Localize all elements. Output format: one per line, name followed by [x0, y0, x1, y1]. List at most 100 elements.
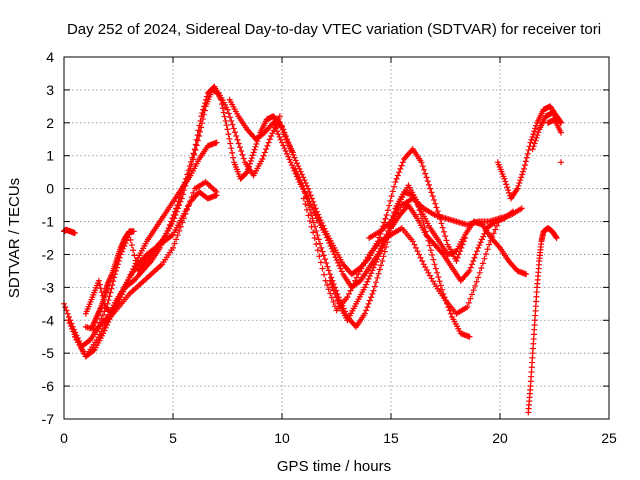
- data-point: [307, 218, 314, 225]
- data-point: [429, 193, 436, 200]
- data-point: [529, 146, 536, 153]
- data-point: [238, 148, 245, 155]
- data-point: [196, 132, 203, 139]
- data-point: [534, 132, 541, 139]
- data-point: [437, 282, 444, 289]
- data-point: [197, 128, 204, 135]
- data-point: [376, 266, 383, 273]
- data-point: [199, 116, 206, 123]
- data-point: [192, 141, 199, 148]
- data-point: [464, 304, 471, 311]
- data-point: [419, 163, 426, 170]
- data-point: [553, 234, 560, 241]
- data-point: [226, 135, 233, 142]
- data-point: [519, 171, 526, 178]
- data-point: [192, 147, 199, 154]
- data-point: [101, 300, 108, 307]
- data-point: [477, 239, 484, 246]
- series-track-13: [366, 195, 525, 241]
- data-point: [489, 234, 496, 241]
- data-point: [472, 282, 479, 289]
- data-point: [394, 172, 401, 179]
- data-point: [365, 300, 372, 307]
- data-point: [324, 263, 331, 270]
- data-point: [443, 237, 450, 244]
- data-point: [425, 181, 432, 188]
- data-point: [287, 159, 294, 166]
- data-point: [288, 148, 295, 155]
- data-point: [287, 146, 294, 153]
- data-point: [331, 290, 338, 297]
- data-point: [314, 247, 321, 254]
- data-point: [482, 227, 489, 234]
- data-point: [308, 223, 315, 230]
- data-point: [466, 267, 473, 274]
- data-point: [130, 247, 137, 254]
- data-point: [336, 262, 343, 269]
- data-point: [381, 248, 388, 255]
- grid-lines: [64, 57, 609, 419]
- data-point: [531, 140, 538, 147]
- data-point: [432, 265, 439, 272]
- data-point: [280, 142, 287, 149]
- data-point: [369, 290, 376, 297]
- data-point: [426, 242, 433, 249]
- data-point: [375, 270, 382, 277]
- x-tick-label: 20: [492, 430, 508, 446]
- data-point: [481, 255, 488, 262]
- data-point: [321, 256, 328, 263]
- data-point: [476, 242, 483, 249]
- series-track-2: [61, 83, 296, 350]
- data-point: [176, 227, 183, 234]
- data-point: [325, 237, 332, 244]
- data-point: [213, 139, 220, 146]
- data-point: [219, 105, 226, 112]
- data-point: [265, 139, 272, 146]
- data-point: [412, 244, 419, 251]
- data-point: [311, 209, 318, 216]
- data-point: [66, 320, 73, 327]
- data-point: [476, 269, 483, 276]
- data-point: [378, 262, 385, 269]
- data-point: [261, 149, 268, 156]
- data-point: [436, 278, 443, 285]
- data-point: [292, 157, 299, 164]
- data-point: [253, 140, 260, 147]
- data-point: [333, 294, 340, 301]
- data-point: [225, 131, 232, 138]
- data-point: [326, 240, 333, 247]
- data-point: [502, 178, 509, 185]
- data-point: [399, 159, 406, 166]
- data-point: [328, 274, 335, 281]
- series-track-11: [300, 195, 503, 317]
- data-point: [428, 189, 435, 196]
- data-point: [475, 274, 482, 281]
- data-point: [532, 125, 539, 132]
- data-point: [553, 235, 560, 241]
- data-point: [222, 117, 229, 124]
- data-point: [325, 286, 332, 293]
- y-tick-label: -7: [42, 411, 55, 427]
- data-point: [531, 128, 538, 135]
- data-point: [229, 121, 236, 128]
- data-point: [418, 159, 425, 166]
- data-point: [331, 251, 338, 258]
- data-point: [302, 189, 309, 196]
- data-point: [305, 202, 312, 209]
- data-point: [392, 179, 399, 186]
- data-point: [276, 133, 283, 140]
- series-track-16: [529, 109, 562, 153]
- data-point: [283, 150, 290, 157]
- data-point: [193, 142, 200, 149]
- x-tick-label: 15: [383, 430, 399, 446]
- y-tick-label: 4: [46, 49, 54, 65]
- data-point: [132, 260, 139, 267]
- data-point: [65, 317, 72, 324]
- data-point: [482, 250, 489, 257]
- data-point: [300, 185, 307, 192]
- data-point: [247, 157, 254, 164]
- data-point: [120, 288, 127, 295]
- series-track-15: [525, 225, 560, 416]
- data-point: [325, 267, 332, 274]
- y-tick-label: -2: [42, 246, 55, 262]
